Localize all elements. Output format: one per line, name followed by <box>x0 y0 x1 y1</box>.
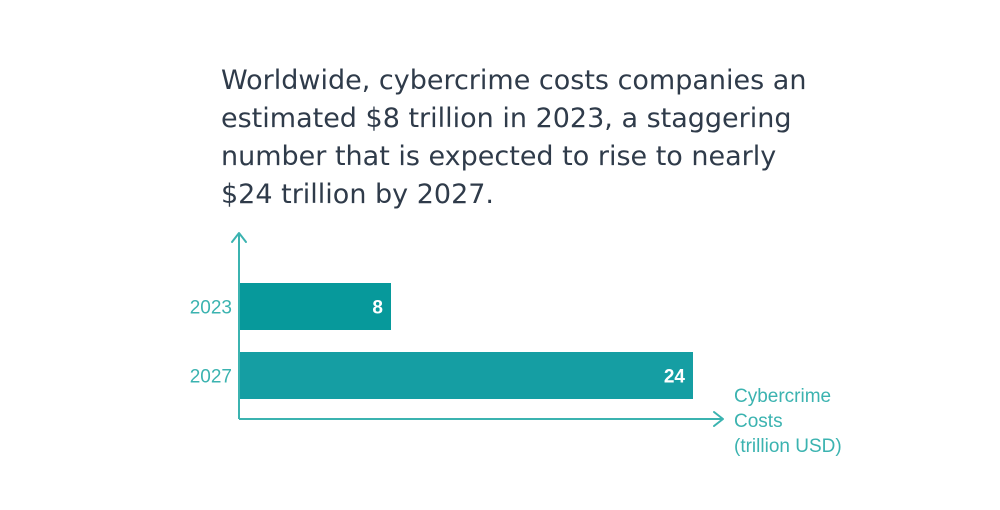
bar-series <box>240 283 693 399</box>
x-axis-label-line: Cybercrime <box>734 386 831 407</box>
headline-line: estimated $8 trillion in 2023, a stagger… <box>221 103 792 134</box>
x-axis-arrow-icon <box>713 411 724 427</box>
bar-2027 <box>240 352 693 399</box>
category-label: 2027 <box>190 367 232 388</box>
x-axis-label-line: Costs <box>734 411 783 432</box>
x-axis-label-line: (trillion USD) <box>734 436 842 457</box>
headline-line: Worldwide, cybercrime costs companies an <box>221 65 807 96</box>
x-axis-label: Cybercrime Costs (trillion USD) <box>734 386 842 457</box>
data-label: 24 <box>664 367 686 388</box>
category-labels: 2023 2027 <box>190 298 232 388</box>
y-axis-arrow-icon <box>231 232 247 243</box>
data-label: 8 <box>372 298 383 319</box>
data-labels: 8 24 <box>372 298 685 388</box>
category-label: 2023 <box>190 298 232 319</box>
chart-headline: Worldwide, cybercrime costs companies an… <box>221 62 841 214</box>
bar-2023 <box>240 283 391 330</box>
chart-axes <box>231 232 724 427</box>
headline-line: $24 trillion by 2027. <box>221 179 495 210</box>
headline-line: number that is expected to rise to nearl… <box>221 141 777 172</box>
